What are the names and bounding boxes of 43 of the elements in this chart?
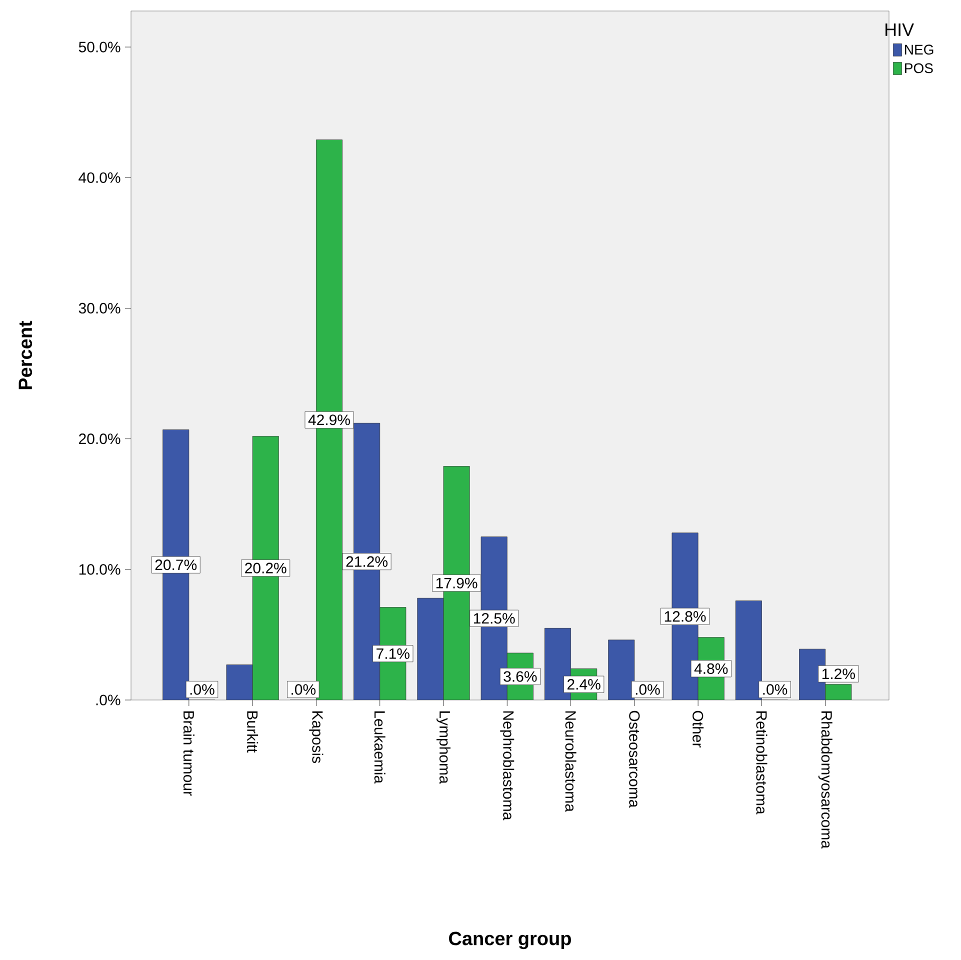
y-tick-label: 20.0% [79, 434, 120, 444]
data-label: 12.8% [664, 611, 706, 622]
bar [226, 664, 253, 700]
data-label: 1.2% [822, 668, 855, 680]
data-label: 17.9% [436, 578, 478, 588]
legend-label: NEG [905, 44, 934, 55]
data-label: 4.8% [694, 663, 728, 674]
x-tick-label: Burkitt [247, 711, 258, 753]
data-label: 21.2% [346, 556, 388, 567]
data-label: .0% [190, 684, 214, 695]
x-axis-title: Cancer group [449, 932, 571, 950]
legend-label: POS [905, 63, 933, 74]
data-label: 20.7% [155, 560, 197, 570]
bar [417, 598, 444, 700]
y-tick-label: 30.0% [78, 302, 120, 314]
data-label: 7.1% [376, 648, 410, 659]
x-tick-label: Other [692, 710, 704, 748]
bar [825, 684, 852, 700]
legend-title: HIV [886, 24, 914, 36]
data-label: 20.2% [245, 562, 286, 574]
y-axis-title: Percent [18, 320, 32, 390]
x-tick-label: Lymphoma [436, 711, 450, 784]
bar [608, 640, 634, 700]
y-tick-label: 40.0% [78, 172, 120, 183]
x-tick-label: Neuroblastoma [565, 711, 576, 812]
y-tick-label: .0% [96, 694, 120, 706]
data-label: .0% [763, 684, 788, 695]
x-tick-label: Rhabdomyosarcoma [818, 711, 832, 849]
x-tick-label: Kaposis [309, 711, 324, 764]
x-tick-label: Retinoblastoma [756, 711, 768, 814]
x-tick-label: Osteosarcoma [629, 710, 640, 808]
y-tick-label: 50.0% [78, 42, 120, 52]
y-tick-label: 10.0% [79, 564, 120, 575]
data-label: 2.4% [567, 679, 600, 690]
bar [736, 600, 762, 700]
data-label: 3.6% [504, 671, 537, 682]
x-tick-label: Brain tumour [183, 711, 194, 796]
data-label: 12.5% [474, 613, 515, 624]
data-label: 42.9% [308, 414, 350, 426]
x-tick-label: Nephroblastoma [500, 711, 514, 820]
data-label: .0% [636, 684, 660, 695]
data-label: .0% [292, 684, 316, 695]
x-tick-label: Leukaemia [374, 711, 386, 784]
